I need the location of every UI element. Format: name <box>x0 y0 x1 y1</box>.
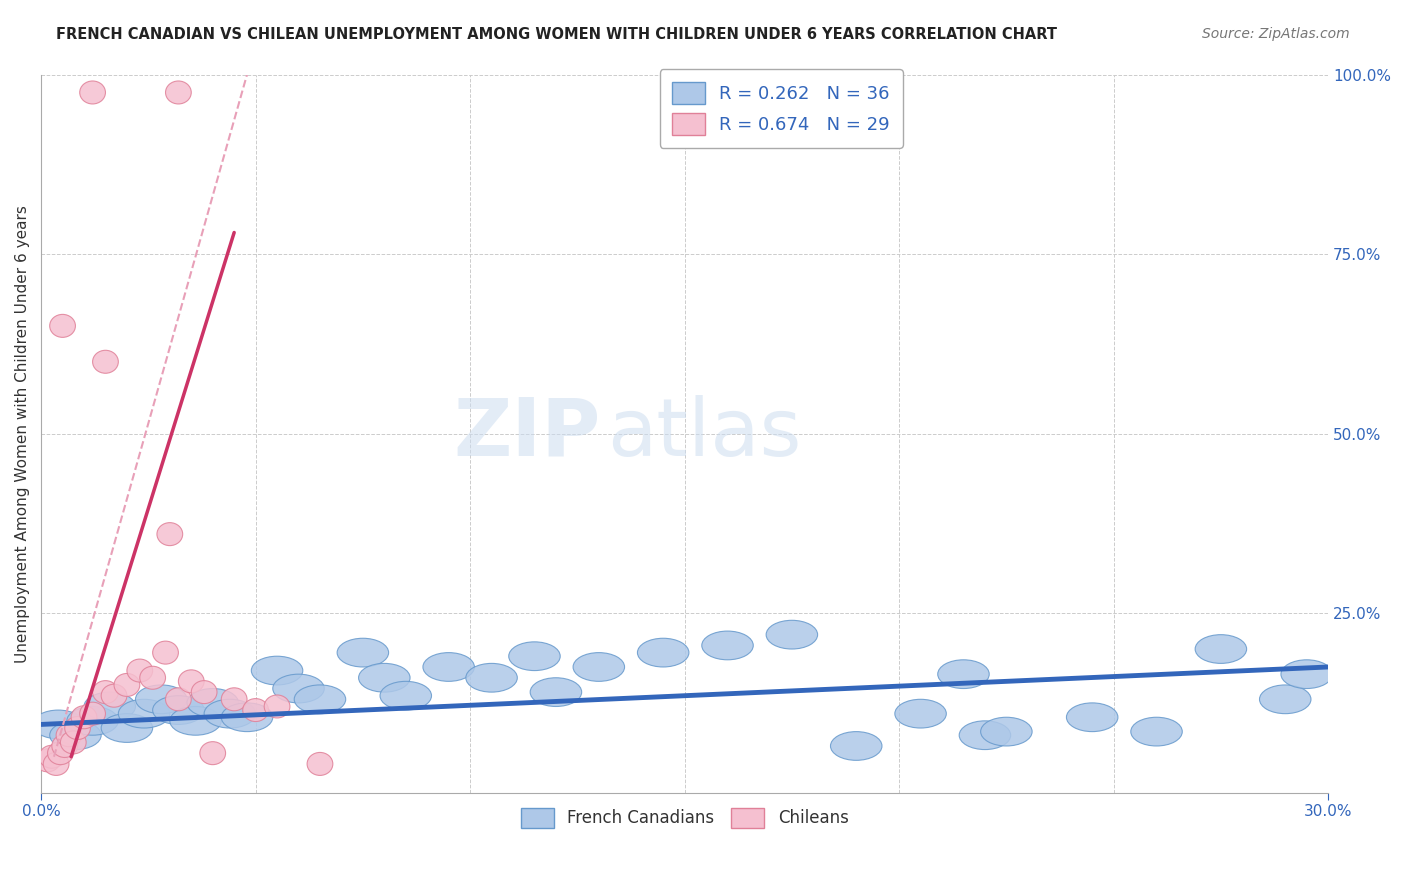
Ellipse shape <box>65 716 90 739</box>
Ellipse shape <box>574 653 624 681</box>
Ellipse shape <box>157 523 183 546</box>
Ellipse shape <box>530 678 582 706</box>
Ellipse shape <box>93 681 118 704</box>
Ellipse shape <box>204 699 256 728</box>
Ellipse shape <box>1281 660 1333 689</box>
Ellipse shape <box>423 653 474 681</box>
Ellipse shape <box>243 698 269 722</box>
Text: ZIP: ZIP <box>454 394 600 473</box>
Ellipse shape <box>187 689 239 717</box>
Ellipse shape <box>221 703 273 731</box>
Ellipse shape <box>72 706 97 729</box>
Ellipse shape <box>200 741 225 764</box>
Ellipse shape <box>153 696 204 724</box>
Ellipse shape <box>32 710 84 739</box>
Ellipse shape <box>1260 685 1310 714</box>
Ellipse shape <box>114 673 139 697</box>
Ellipse shape <box>1066 703 1118 731</box>
Ellipse shape <box>35 749 60 772</box>
Ellipse shape <box>67 706 118 735</box>
Ellipse shape <box>101 714 153 742</box>
Ellipse shape <box>252 657 302 685</box>
Y-axis label: Unemployment Among Women with Children Under 6 years: Unemployment Among Women with Children U… <box>15 204 30 663</box>
Ellipse shape <box>139 666 166 690</box>
Ellipse shape <box>49 314 76 337</box>
Ellipse shape <box>766 620 818 649</box>
Ellipse shape <box>135 685 187 714</box>
Ellipse shape <box>93 351 118 373</box>
Ellipse shape <box>380 681 432 710</box>
Ellipse shape <box>191 681 217 704</box>
Ellipse shape <box>166 688 191 711</box>
Ellipse shape <box>80 702 105 725</box>
Ellipse shape <box>831 731 882 760</box>
Text: Source: ZipAtlas.com: Source: ZipAtlas.com <box>1202 27 1350 41</box>
Ellipse shape <box>49 721 101 749</box>
Ellipse shape <box>894 699 946 728</box>
Ellipse shape <box>153 641 179 665</box>
Ellipse shape <box>938 660 990 689</box>
Ellipse shape <box>56 723 82 747</box>
Ellipse shape <box>39 745 65 768</box>
Ellipse shape <box>52 734 77 757</box>
Ellipse shape <box>637 639 689 667</box>
Ellipse shape <box>307 753 333 775</box>
Ellipse shape <box>959 721 1011 749</box>
Legend: French Canadians, Chileans: French Canadians, Chileans <box>515 801 855 835</box>
Ellipse shape <box>118 699 170 728</box>
Ellipse shape <box>101 684 127 707</box>
Ellipse shape <box>294 685 346 714</box>
Text: atlas: atlas <box>607 394 801 473</box>
Ellipse shape <box>84 692 135 721</box>
Ellipse shape <box>337 639 388 667</box>
Ellipse shape <box>1195 635 1247 664</box>
Ellipse shape <box>273 674 325 703</box>
Ellipse shape <box>980 717 1032 746</box>
Ellipse shape <box>264 695 290 718</box>
Ellipse shape <box>221 688 247 711</box>
Ellipse shape <box>509 642 560 671</box>
Ellipse shape <box>170 706 221 735</box>
Ellipse shape <box>1130 717 1182 746</box>
Ellipse shape <box>80 81 105 104</box>
Ellipse shape <box>179 670 204 693</box>
Text: FRENCH CANADIAN VS CHILEAN UNEMPLOYMENT AMONG WOMEN WITH CHILDREN UNDER 6 YEARS : FRENCH CANADIAN VS CHILEAN UNEMPLOYMENT … <box>56 27 1057 42</box>
Ellipse shape <box>48 741 73 764</box>
Ellipse shape <box>465 664 517 692</box>
Ellipse shape <box>44 753 69 775</box>
Ellipse shape <box>702 631 754 660</box>
Ellipse shape <box>166 81 191 104</box>
Ellipse shape <box>127 659 153 682</box>
Ellipse shape <box>359 664 411 692</box>
Ellipse shape <box>60 731 86 754</box>
